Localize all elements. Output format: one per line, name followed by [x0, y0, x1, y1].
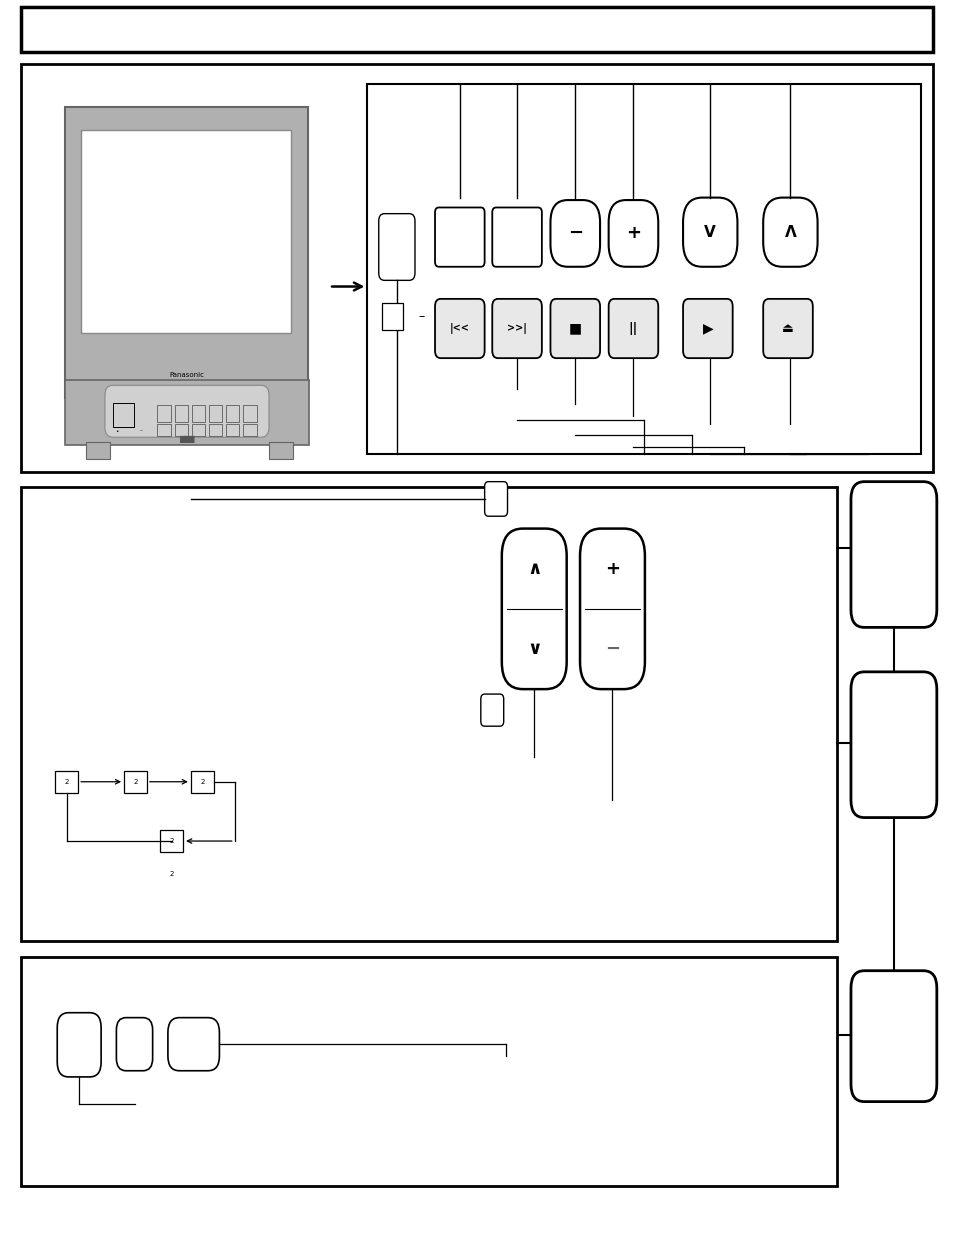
Bar: [157, 405, 171, 422]
Text: −: −: [604, 640, 619, 658]
Bar: [21, 7, 932, 52]
FancyBboxPatch shape: [501, 529, 566, 689]
Text: 2: 2: [200, 779, 204, 784]
FancyBboxPatch shape: [850, 672, 936, 818]
FancyBboxPatch shape: [682, 299, 732, 358]
Bar: [160, 830, 183, 852]
Bar: [21, 957, 836, 1186]
FancyBboxPatch shape: [550, 299, 599, 358]
Text: +: +: [625, 225, 640, 242]
Text: >>|: >>|: [507, 324, 526, 333]
Bar: [226, 405, 239, 422]
Text: Λ: Λ: [783, 225, 796, 240]
Bar: [381, 303, 402, 330]
FancyBboxPatch shape: [480, 694, 503, 726]
Text: 2: 2: [170, 839, 173, 844]
Text: ■: ■: [568, 321, 581, 336]
Bar: [367, 84, 920, 454]
Text: Panasonic: Panasonic: [169, 373, 204, 378]
Text: ▶: ▶: [701, 321, 713, 336]
Bar: [21, 487, 836, 941]
Bar: [55, 771, 78, 793]
Bar: [86, 442, 110, 459]
Bar: [209, 424, 222, 436]
Bar: [21, 64, 932, 472]
Bar: [192, 405, 205, 422]
Bar: [174, 424, 188, 436]
Text: 2: 2: [65, 779, 69, 784]
FancyBboxPatch shape: [850, 482, 936, 627]
FancyBboxPatch shape: [608, 200, 658, 267]
Bar: [226, 424, 239, 436]
FancyBboxPatch shape: [762, 299, 812, 358]
Bar: [81, 130, 291, 333]
FancyBboxPatch shape: [550, 200, 599, 267]
FancyBboxPatch shape: [579, 529, 644, 689]
Text: –: –: [140, 429, 142, 433]
Bar: [65, 107, 308, 398]
FancyBboxPatch shape: [116, 1018, 152, 1071]
Bar: [243, 424, 256, 436]
Text: •: •: [114, 429, 118, 433]
FancyBboxPatch shape: [492, 299, 541, 358]
Text: −: −: [567, 225, 582, 242]
Text: ∨: ∨: [526, 640, 541, 658]
FancyBboxPatch shape: [435, 207, 484, 267]
Text: ██▉: ██▉: [179, 436, 194, 443]
Text: ⏏: ⏏: [781, 322, 793, 335]
Bar: [174, 405, 188, 422]
FancyBboxPatch shape: [492, 207, 541, 267]
Text: ||: ||: [628, 322, 638, 335]
Bar: [124, 771, 147, 793]
Bar: [112, 403, 133, 427]
FancyBboxPatch shape: [378, 214, 415, 280]
Text: 2: 2: [133, 779, 137, 784]
FancyBboxPatch shape: [608, 299, 658, 358]
FancyBboxPatch shape: [682, 198, 737, 267]
Text: ∧: ∧: [526, 559, 541, 578]
Bar: [243, 405, 256, 422]
FancyBboxPatch shape: [850, 971, 936, 1102]
Bar: [209, 405, 222, 422]
Text: 2: 2: [170, 872, 173, 877]
Bar: [191, 771, 213, 793]
FancyBboxPatch shape: [435, 299, 484, 358]
Text: |<<: |<<: [450, 324, 469, 333]
FancyBboxPatch shape: [57, 1013, 101, 1077]
Text: V: V: [703, 225, 716, 240]
Bar: [192, 424, 205, 436]
FancyBboxPatch shape: [762, 198, 817, 267]
Bar: [65, 380, 309, 445]
Bar: [157, 424, 171, 436]
Text: +: +: [604, 559, 619, 578]
FancyBboxPatch shape: [105, 385, 269, 437]
Text: –: –: [418, 310, 424, 322]
FancyBboxPatch shape: [168, 1018, 219, 1071]
Bar: [269, 442, 293, 459]
FancyBboxPatch shape: [484, 482, 507, 516]
